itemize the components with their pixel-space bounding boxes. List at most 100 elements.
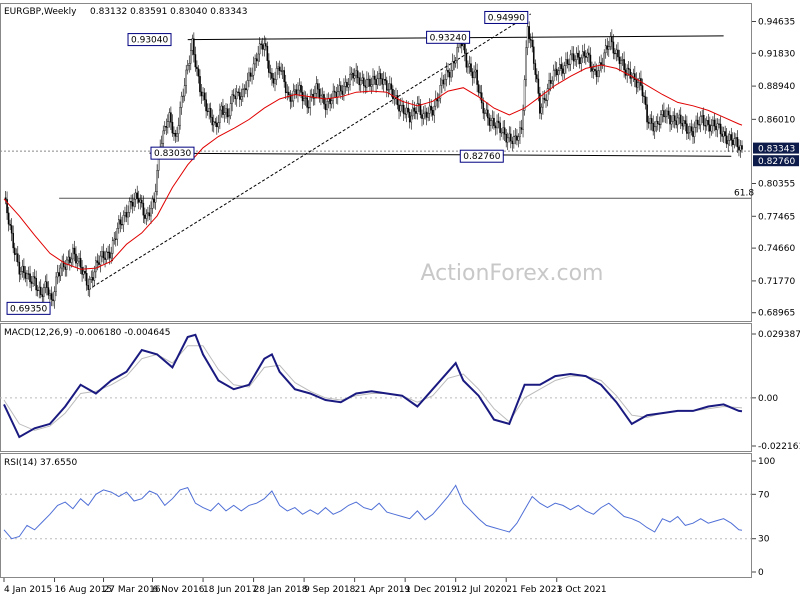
candle-body <box>211 117 214 126</box>
candle-body <box>174 133 177 137</box>
candle-body <box>441 79 443 86</box>
candle-body <box>548 80 550 89</box>
candle-body <box>98 262 100 265</box>
candle-body <box>228 115 230 118</box>
candle-body <box>710 125 713 132</box>
candle-body <box>516 135 518 141</box>
candle-body <box>581 51 584 59</box>
candle-body <box>93 271 96 281</box>
candle-body <box>209 108 212 118</box>
candle-body <box>476 69 478 85</box>
label-83030-box <box>150 146 195 160</box>
rsi-tick-label: 100 <box>758 457 775 467</box>
candle-body <box>552 70 555 82</box>
candle-body <box>162 130 165 144</box>
candle-body <box>15 253 18 255</box>
candle-body <box>96 260 99 263</box>
candle-body <box>214 121 217 124</box>
rsi-title: RSI(14) 37.6550 <box>4 458 77 468</box>
candle-body <box>627 67 630 70</box>
candle-body <box>419 104 422 115</box>
candle-body <box>569 54 572 65</box>
candle-body <box>263 43 266 50</box>
candle-body <box>81 267 83 275</box>
candle-body <box>424 111 426 114</box>
candle-body <box>679 114 682 124</box>
candle-body <box>39 286 42 295</box>
price-tick-label: 0.80355 <box>758 179 795 189</box>
candle-body <box>647 121 650 124</box>
candle-body <box>439 85 442 99</box>
candle-body <box>243 88 246 90</box>
candle-body <box>180 95 183 108</box>
candle-body <box>525 47 527 80</box>
candle-body <box>496 120 498 129</box>
candle-body <box>29 273 31 283</box>
candle-body <box>284 81 287 93</box>
candle-body <box>185 69 188 86</box>
x-tick-label: 16 Aug 2015 <box>55 585 113 595</box>
candle-body <box>203 92 206 100</box>
candle-body <box>494 125 497 129</box>
candle-body <box>76 260 79 264</box>
candle-body <box>197 68 200 77</box>
candle-body <box>272 78 275 84</box>
candle-body <box>555 68 558 76</box>
candle-body <box>165 126 168 128</box>
candle-body <box>655 120 658 128</box>
candle-body <box>137 198 140 203</box>
candle-body <box>425 111 428 118</box>
candle-body <box>107 251 109 253</box>
candle-body <box>13 247 16 255</box>
candle-body <box>603 52 605 65</box>
candle-body <box>277 66 279 69</box>
candle-body <box>309 97 312 108</box>
candle-body <box>641 85 644 97</box>
candle-body <box>699 116 702 126</box>
candle-body <box>108 251 111 259</box>
candle-body <box>148 212 151 217</box>
candle-body <box>168 112 171 122</box>
candle-body <box>291 100 293 102</box>
candle-body <box>623 59 625 71</box>
candle-body <box>491 117 494 121</box>
candle-body <box>191 38 194 51</box>
candle-body <box>375 79 377 86</box>
candle-body <box>336 91 339 98</box>
candle-body <box>722 131 725 137</box>
candle-body <box>721 133 723 137</box>
candle-body <box>349 73 351 86</box>
candle-body <box>160 143 163 148</box>
candle-body <box>343 85 345 95</box>
labels-layer: 0.93040 0.93240 0.94990 0.83030 0.82760 0.693… <box>6 10 529 315</box>
candle-body <box>583 51 586 57</box>
candle-body <box>113 238 116 241</box>
candle-body <box>144 214 146 219</box>
candle-body <box>188 62 191 66</box>
candle-body <box>465 53 468 68</box>
x-tick-label: 21 Apr 2019 <box>355 585 411 595</box>
candle-body <box>537 78 540 94</box>
candle-body <box>407 107 410 113</box>
candle-body <box>543 97 546 101</box>
candle-body <box>64 266 67 270</box>
candle-body <box>196 66 198 70</box>
candle-body <box>278 66 281 71</box>
candle-body <box>225 108 227 113</box>
candle-body <box>488 117 491 126</box>
label-94990-box <box>484 10 529 24</box>
candle-body <box>7 212 10 225</box>
candle-body <box>594 69 596 72</box>
candle-body <box>650 118 653 124</box>
price-tick-label: 0.86010 <box>758 115 795 125</box>
candle-body <box>450 70 452 78</box>
candle-body <box>116 228 119 240</box>
candle-body <box>490 120 492 126</box>
candle-body <box>330 100 333 105</box>
candle-body <box>78 257 80 262</box>
candle-body <box>614 52 616 55</box>
candle-body <box>522 110 524 130</box>
candle-body <box>695 119 697 128</box>
candle-body <box>9 223 11 226</box>
